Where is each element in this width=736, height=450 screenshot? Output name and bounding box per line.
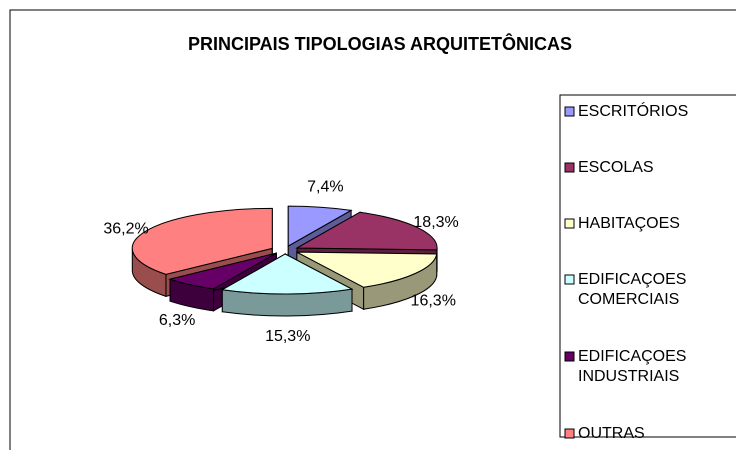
legend-box — [559, 94, 736, 438]
legend-swatch — [564, 162, 575, 173]
legend-swatch — [564, 274, 575, 285]
legend-swatch — [564, 351, 575, 362]
slice — [287, 205, 353, 247]
legend-label: HABITAÇOES — [578, 215, 680, 232]
data-label: 18,3% — [413, 214, 458, 231]
data-label: 7,4% — [307, 178, 343, 195]
legend-label: EDIFICAÇOES INDUSTRIAIS — [578, 348, 686, 385]
slice — [168, 252, 277, 290]
legend-swatch — [564, 428, 575, 439]
chart-title: PRINCIPAIS TIPOLOGIAS ARQUITETÔNICAS — [188, 33, 572, 54]
legend-swatch — [564, 106, 575, 117]
slice — [220, 253, 354, 295]
slice — [295, 211, 438, 251]
legend-label: ESCRITÓRIOS — [578, 101, 688, 120]
legend-label: ESCOLAS — [578, 159, 654, 176]
legend-label: OUTRAS — [578, 425, 645, 442]
data-label: 16,3% — [411, 293, 456, 310]
slice — [296, 251, 438, 288]
data-label: 36,2% — [103, 220, 148, 237]
legend-label: EDIFICAÇOES COMERCIAIS — [578, 271, 686, 308]
legend-swatch — [564, 218, 575, 229]
slice — [131, 207, 273, 275]
data-label: 15,3% — [265, 328, 310, 345]
data-label: 6,3% — [159, 312, 195, 329]
